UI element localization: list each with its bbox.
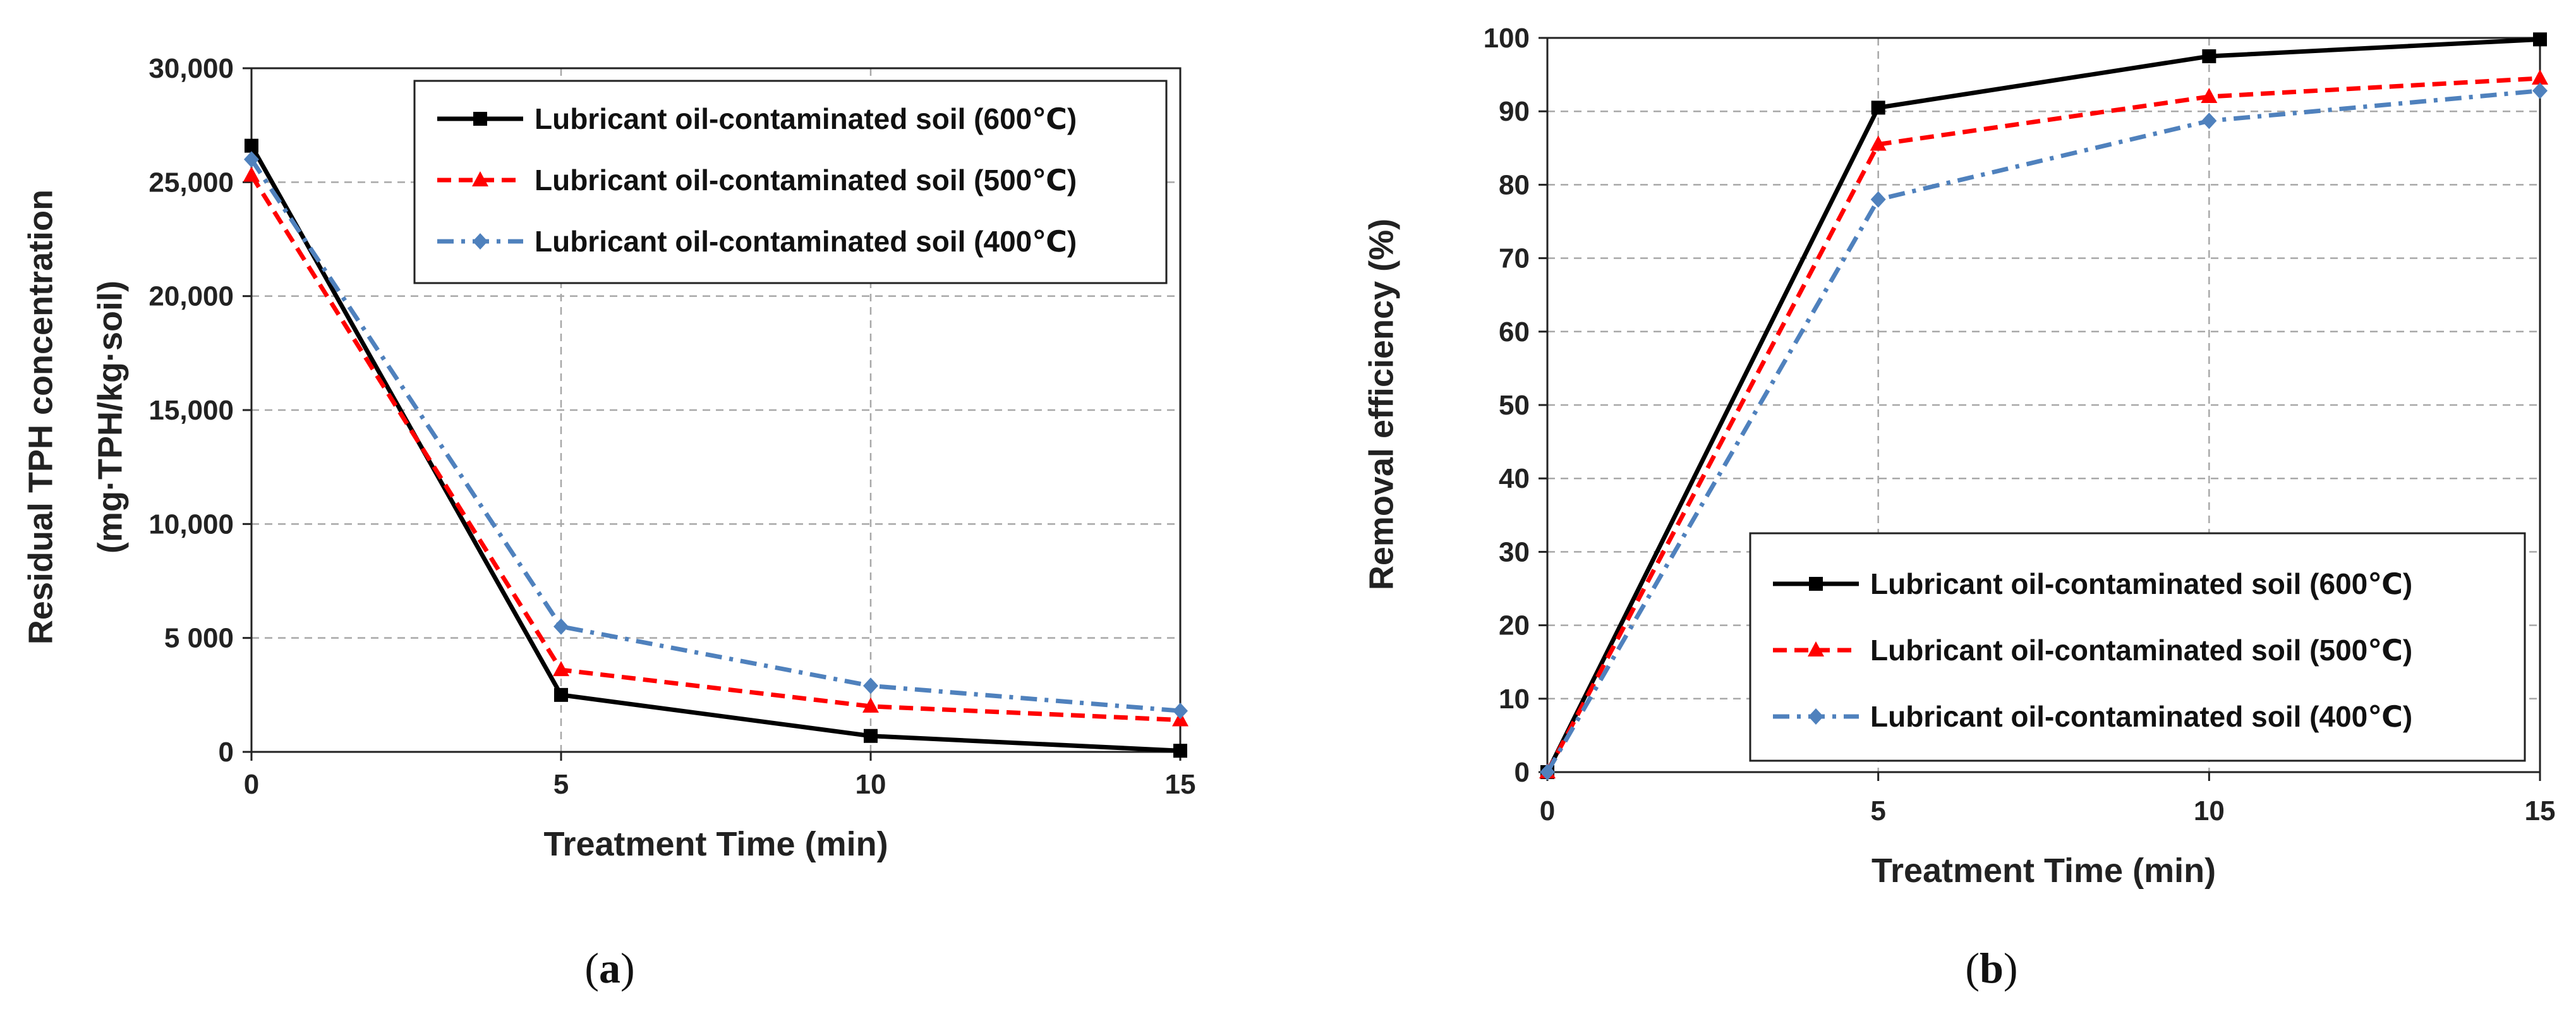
caption-paren-open: ( bbox=[1965, 944, 1980, 992]
series-line bbox=[1545, 37, 2541, 773]
y-tick-label: 0 bbox=[219, 737, 234, 768]
legend-label: Lubricant oil-contaminated soil (400℃) bbox=[1870, 700, 2412, 733]
x-tick-label: 15 bbox=[1165, 769, 1196, 800]
series-line bbox=[1545, 76, 2541, 773]
data-point bbox=[1870, 135, 1887, 151]
y-tick-label: 0 bbox=[1515, 757, 1530, 788]
legend-label: Lubricant oil-contaminated soil (600℃) bbox=[535, 102, 1077, 135]
x-tick-label: 10 bbox=[856, 769, 886, 800]
y-tick-label: 40 bbox=[1499, 463, 1530, 494]
y-axis: 0 5 000 10,000 15,000 20,000 25,000 30,000 bbox=[148, 53, 251, 768]
legend-marker bbox=[472, 171, 488, 186]
data-point bbox=[2202, 49, 2216, 64]
x-tick-label: 0 bbox=[1540, 795, 1555, 826]
data-point bbox=[2533, 32, 2547, 47]
panel-caption: (b) bbox=[1965, 944, 2017, 992]
legend-marker bbox=[473, 233, 488, 250]
x-tick-label: 0 bbox=[244, 769, 259, 800]
y-tick-label: 100 bbox=[1484, 23, 1530, 54]
caption-letter: a bbox=[599, 944, 620, 992]
y-tick-label: 30 bbox=[1499, 536, 1530, 567]
legend-marker bbox=[1808, 641, 1824, 656]
caption-letter: b bbox=[1980, 944, 2004, 992]
y-tick-label: 25,000 bbox=[148, 167, 234, 198]
legend: Lubricant oil-contaminated soil (600℃) Lu… bbox=[413, 80, 1168, 284]
x-axis: 0 5 10 15 bbox=[1540, 772, 2556, 826]
y-tick-label: 20 bbox=[1499, 610, 1530, 641]
y-tick-label: 10 bbox=[1499, 684, 1530, 715]
data-point bbox=[1540, 764, 1555, 780]
chart-b: 0 10 20 30 40 50 60 70 80 90 100 0 5 10 15 Treatment Ti… bbox=[1362, 23, 2555, 992]
y-tick-label: 90 bbox=[1499, 96, 1530, 127]
legend-marker bbox=[1809, 577, 1823, 591]
legend-box bbox=[1749, 532, 2526, 762]
data-point bbox=[1871, 100, 1885, 115]
series-line bbox=[1545, 88, 2541, 773]
data-point bbox=[1870, 191, 1886, 208]
y-tick-label: 5 000 bbox=[164, 623, 234, 654]
data-point bbox=[863, 677, 878, 694]
series-2 bbox=[244, 151, 1188, 720]
data-point bbox=[2532, 69, 2548, 85]
data-point bbox=[553, 618, 569, 635]
y-tick-label: 50 bbox=[1499, 390, 1530, 421]
data-point bbox=[1173, 744, 1187, 758]
legend-box bbox=[413, 80, 1168, 284]
chart-a: 0 5 000 10,000 15,000 20,000 25,000 30,000 0 5 10… bbox=[21, 53, 1195, 992]
series-line bbox=[250, 158, 1181, 713]
y-tick-label: 30,000 bbox=[148, 53, 234, 84]
x-tick-label: 15 bbox=[2525, 795, 2556, 826]
x-axis-title: Treatment Time (min) bbox=[1872, 852, 2216, 890]
data-point bbox=[243, 166, 260, 182]
x-tick-label: 5 bbox=[1870, 795, 1885, 826]
series-1 bbox=[1539, 69, 2548, 778]
data-point bbox=[862, 697, 879, 713]
data-point bbox=[554, 687, 568, 702]
data-point bbox=[1173, 703, 1188, 720]
y-axis-title: Residual TPH concentration bbox=[21, 190, 59, 644]
series-line bbox=[250, 174, 1181, 723]
panel-caption: (a) bbox=[584, 944, 634, 992]
legend-label: Lubricant oil-contaminated soil (400℃) bbox=[535, 225, 1077, 258]
legend-marker bbox=[1808, 708, 1823, 725]
legend-label: Lubricant oil-contaminated soil (600℃) bbox=[1870, 567, 2412, 600]
data-point bbox=[2532, 82, 2548, 99]
legend-marker bbox=[473, 112, 487, 126]
caption-paren-close: ) bbox=[620, 944, 635, 992]
legend: Lubricant oil-contaminated soil (600℃) Lu… bbox=[1749, 532, 2526, 762]
data-point bbox=[2201, 87, 2218, 103]
y-tick-label: 20,000 bbox=[148, 281, 234, 312]
legend-label: Lubricant oil-contaminated soil (500℃) bbox=[535, 164, 1077, 197]
y-axis-title: (mg·TPH/kg·soil) bbox=[91, 281, 129, 553]
data-point bbox=[245, 138, 258, 153]
x-axis-title: Treatment Time (min) bbox=[543, 825, 888, 863]
series-2 bbox=[1540, 82, 2548, 780]
x-tick-label: 5 bbox=[553, 769, 569, 800]
legend-label: Lubricant oil-contaminated soil (500℃) bbox=[1870, 634, 2412, 667]
x-tick-label: 10 bbox=[2194, 795, 2225, 826]
y-axis: 0 10 20 30 40 50 60 70 80 90 100 bbox=[1484, 23, 1547, 788]
data-point bbox=[553, 661, 569, 677]
caption-paren-open: ( bbox=[584, 944, 599, 992]
y-tick-label: 80 bbox=[1499, 169, 1530, 200]
caption-paren-close: ) bbox=[2004, 944, 2018, 992]
y-tick-label: 15,000 bbox=[148, 395, 234, 426]
y-axis-title: Removal efficiency (%) bbox=[1362, 219, 1400, 590]
data-point bbox=[2201, 112, 2217, 130]
x-axis: 0 5 10 15 bbox=[244, 752, 1196, 800]
y-tick-label: 10,000 bbox=[148, 509, 234, 540]
data-point bbox=[864, 729, 878, 743]
y-tick-label: 70 bbox=[1499, 243, 1530, 274]
y-tick-label: 60 bbox=[1499, 317, 1530, 348]
data-point bbox=[244, 151, 259, 168]
